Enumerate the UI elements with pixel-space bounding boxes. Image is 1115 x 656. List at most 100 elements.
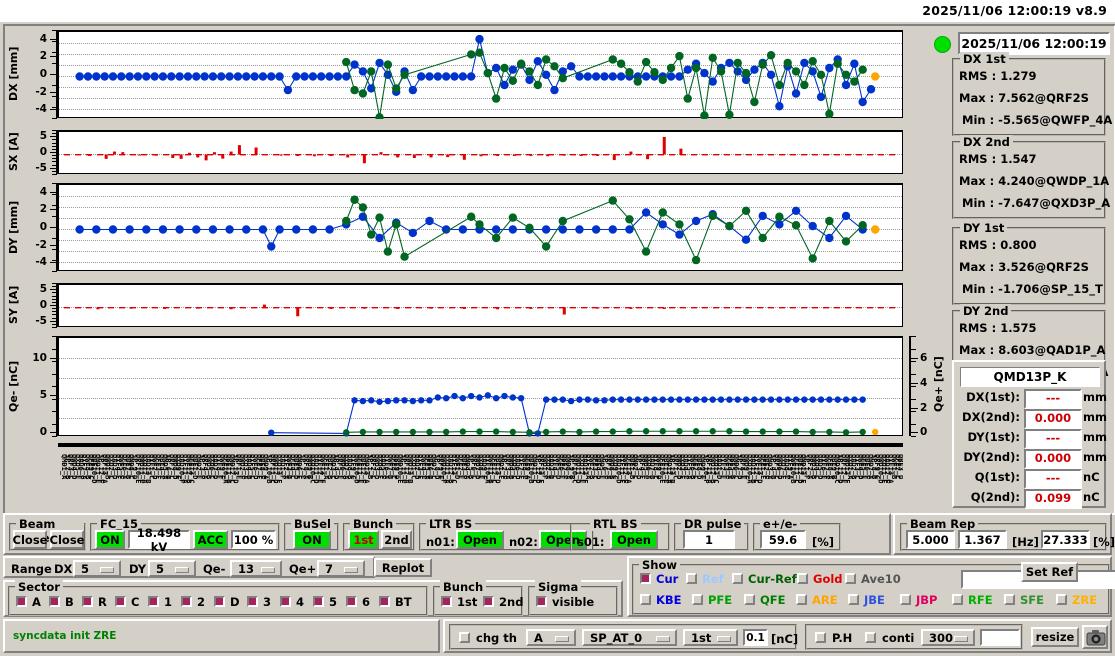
show-checkbox-pfe[interactable] [692, 594, 703, 605]
sector-checkbox-2[interactable] [181, 596, 192, 607]
sector-checkbox-3[interactable] [247, 596, 258, 607]
svg-text:QRF4_A: QRF4_A [201, 454, 209, 480]
tick-mark-right [911, 358, 918, 360]
sy-plot-area[interactable] [58, 283, 903, 327]
bunch-select-bottom[interactable]: 1st [683, 629, 738, 646]
show-checkbox-ave10[interactable] [845, 573, 856, 584]
show-checkbox-jbe[interactable] [848, 594, 859, 605]
conti-blank-input[interactable] [980, 629, 1020, 646]
sector-select[interactable]: A [526, 629, 576, 646]
svg-text:QBE4_D: QBE4_D [594, 454, 602, 479]
show-checkbox-cur-ref[interactable] [732, 573, 743, 584]
beam-rep-value-3[interactable]: 27.333 [1041, 530, 1090, 549]
svg-text:QWF2_B: QWF2_B [588, 454, 596, 479]
fc15-percent-field[interactable]: 100 % [231, 530, 276, 549]
camera-icon[interactable] [1082, 625, 1108, 649]
tick-mark-minor [52, 63, 57, 64]
threshold-input[interactable]: 0.1 [743, 629, 768, 646]
show-checkbox-cur[interactable] [640, 573, 651, 584]
sector-checkbox-1[interactable] [148, 596, 159, 607]
sector-checkbox-r[interactable] [82, 596, 93, 607]
show-checkbox-zre[interactable] [1056, 594, 1067, 605]
svg-text:QBE9_D: QBE9_D [393, 454, 401, 479]
show-checkbox-qfe[interactable] [744, 594, 755, 605]
sx-plot-area[interactable] [58, 130, 903, 174]
beam-rep-value-2[interactable]: 1.367 [958, 530, 1007, 549]
bunch-group-bottom: Bunch 1st 2nd [433, 580, 523, 616]
dx-ytick: 4 [39, 32, 47, 45]
ltr-n01-button[interactable]: Open [456, 530, 504, 549]
sector-checkbox-6[interactable] [346, 596, 357, 607]
stat-line: Max : 3.526@QRF2S [959, 260, 1089, 274]
show-checkbox-gold[interactable] [797, 573, 808, 584]
gridline [59, 218, 902, 219]
svg-text:QRF3_C: QRF3_C [67, 454, 75, 479]
bpm-row-unit: mm [1083, 450, 1107, 464]
range-dy-select[interactable]: 5 [148, 560, 196, 577]
sector-checkbox-4[interactable] [280, 596, 291, 607]
fc15-on-button[interactable]: ON [95, 530, 125, 549]
sector-checkbox-b[interactable] [49, 596, 60, 607]
fc15-acc-button[interactable]: ACC [193, 530, 228, 549]
y-axis-line [56, 336, 58, 436]
busel-on-button[interactable]: ON [293, 530, 331, 549]
svg-text:QRF5_C: QRF5_C [772, 454, 780, 479]
show-checkbox-are[interactable] [796, 594, 807, 605]
svg-text:SP_3_F: SP_3_F [198, 454, 206, 479]
beam-gate-close-1[interactable]: Close [13, 530, 47, 549]
svg-text:QXF5_C: QXF5_C [248, 454, 256, 479]
svg-text:QXF11_A: QXF11_A [181, 454, 189, 484]
fc15-voltage-field[interactable]: 18.498 kV [128, 526, 190, 554]
show-checkbox-rfe[interactable] [952, 594, 963, 605]
sector-checkbox-d[interactable] [214, 596, 225, 607]
dx-plot-area[interactable] [58, 30, 903, 119]
range-dx-select[interactable]: 5 [73, 560, 121, 577]
sigma-label: Sigma [535, 580, 582, 594]
dy-plot-area[interactable] [58, 183, 903, 271]
tick-mark-right-minor [911, 423, 916, 425]
svg-text:QRF9_E: QRF9_E [436, 454, 444, 479]
chg-th-label: chg th [476, 631, 517, 645]
chg-th-checkbox[interactable] [459, 632, 470, 643]
rtl-s01-button[interactable]: Open [610, 530, 658, 549]
beam-rep-value-1[interactable]: 5.000 [906, 530, 955, 549]
tick-mark [50, 38, 57, 40]
bunch-checkbox-1st[interactable] [441, 596, 452, 607]
conti-checkbox[interactable] [865, 632, 876, 643]
svg-text:QFE12_C: QFE12_C [490, 454, 498, 484]
svg-text:QXF8_E: QXF8_E [215, 454, 223, 479]
show-checkbox-ref[interactable] [686, 573, 697, 584]
sp-select[interactable]: SP_AT_0 [582, 629, 677, 646]
ph-checkbox[interactable] [815, 632, 826, 643]
bunch-2nd-button[interactable]: 2nd [381, 530, 412, 549]
bpm-name: QMD13P_K [960, 367, 1100, 387]
beam-rep-label: Beam Rep [907, 517, 979, 531]
stat-group-title: DY 2nd [960, 304, 1012, 318]
replot-button[interactable]: Replot [374, 558, 432, 577]
svg-text:QMD8_C: QMD8_C [127, 454, 135, 479]
show-checkbox-kbe[interactable] [640, 594, 651, 605]
conti-value-select[interactable]: 300 [921, 629, 975, 646]
svg-text:QWF7_B: QWF7_B [386, 454, 394, 479]
range-qeplus-select[interactable]: 7 [317, 560, 365, 577]
beam-gate-close-2[interactable]: Close [50, 530, 84, 549]
resize-button[interactable]: resize [1031, 627, 1079, 647]
sigma-checkbox-visible[interactable] [536, 596, 547, 607]
set-ref-button[interactable]: Set Ref [1021, 562, 1078, 582]
epem-field[interactable]: 59.6 [760, 530, 806, 549]
sector-checkbox-5[interactable] [313, 596, 324, 607]
bunch-1st-button[interactable]: 1st [348, 530, 379, 549]
qe-y-axis-label: Qe- [nC] [7, 360, 20, 412]
dr-pulse-field[interactable]: 1 [683, 530, 735, 549]
show-checkbox-jbp[interactable] [900, 594, 911, 605]
svg-text:QWD4_D: QWD4_D [70, 454, 78, 479]
sector-checkbox-a[interactable] [16, 596, 27, 607]
svg-text:QXD5_C: QXD5_C [510, 454, 518, 479]
show-checkbox-sfe[interactable] [1004, 594, 1015, 605]
sector-checkbox-bt[interactable] [379, 596, 390, 607]
bunch-checkbox-2nd[interactable] [483, 596, 494, 607]
range-qeminus-select[interactable]: 13 [230, 560, 282, 577]
sector-checkbox-c[interactable] [115, 596, 126, 607]
qe-plot-area[interactable] [58, 336, 903, 437]
svg-text:QWD11_F: QWD11_F [137, 454, 145, 484]
